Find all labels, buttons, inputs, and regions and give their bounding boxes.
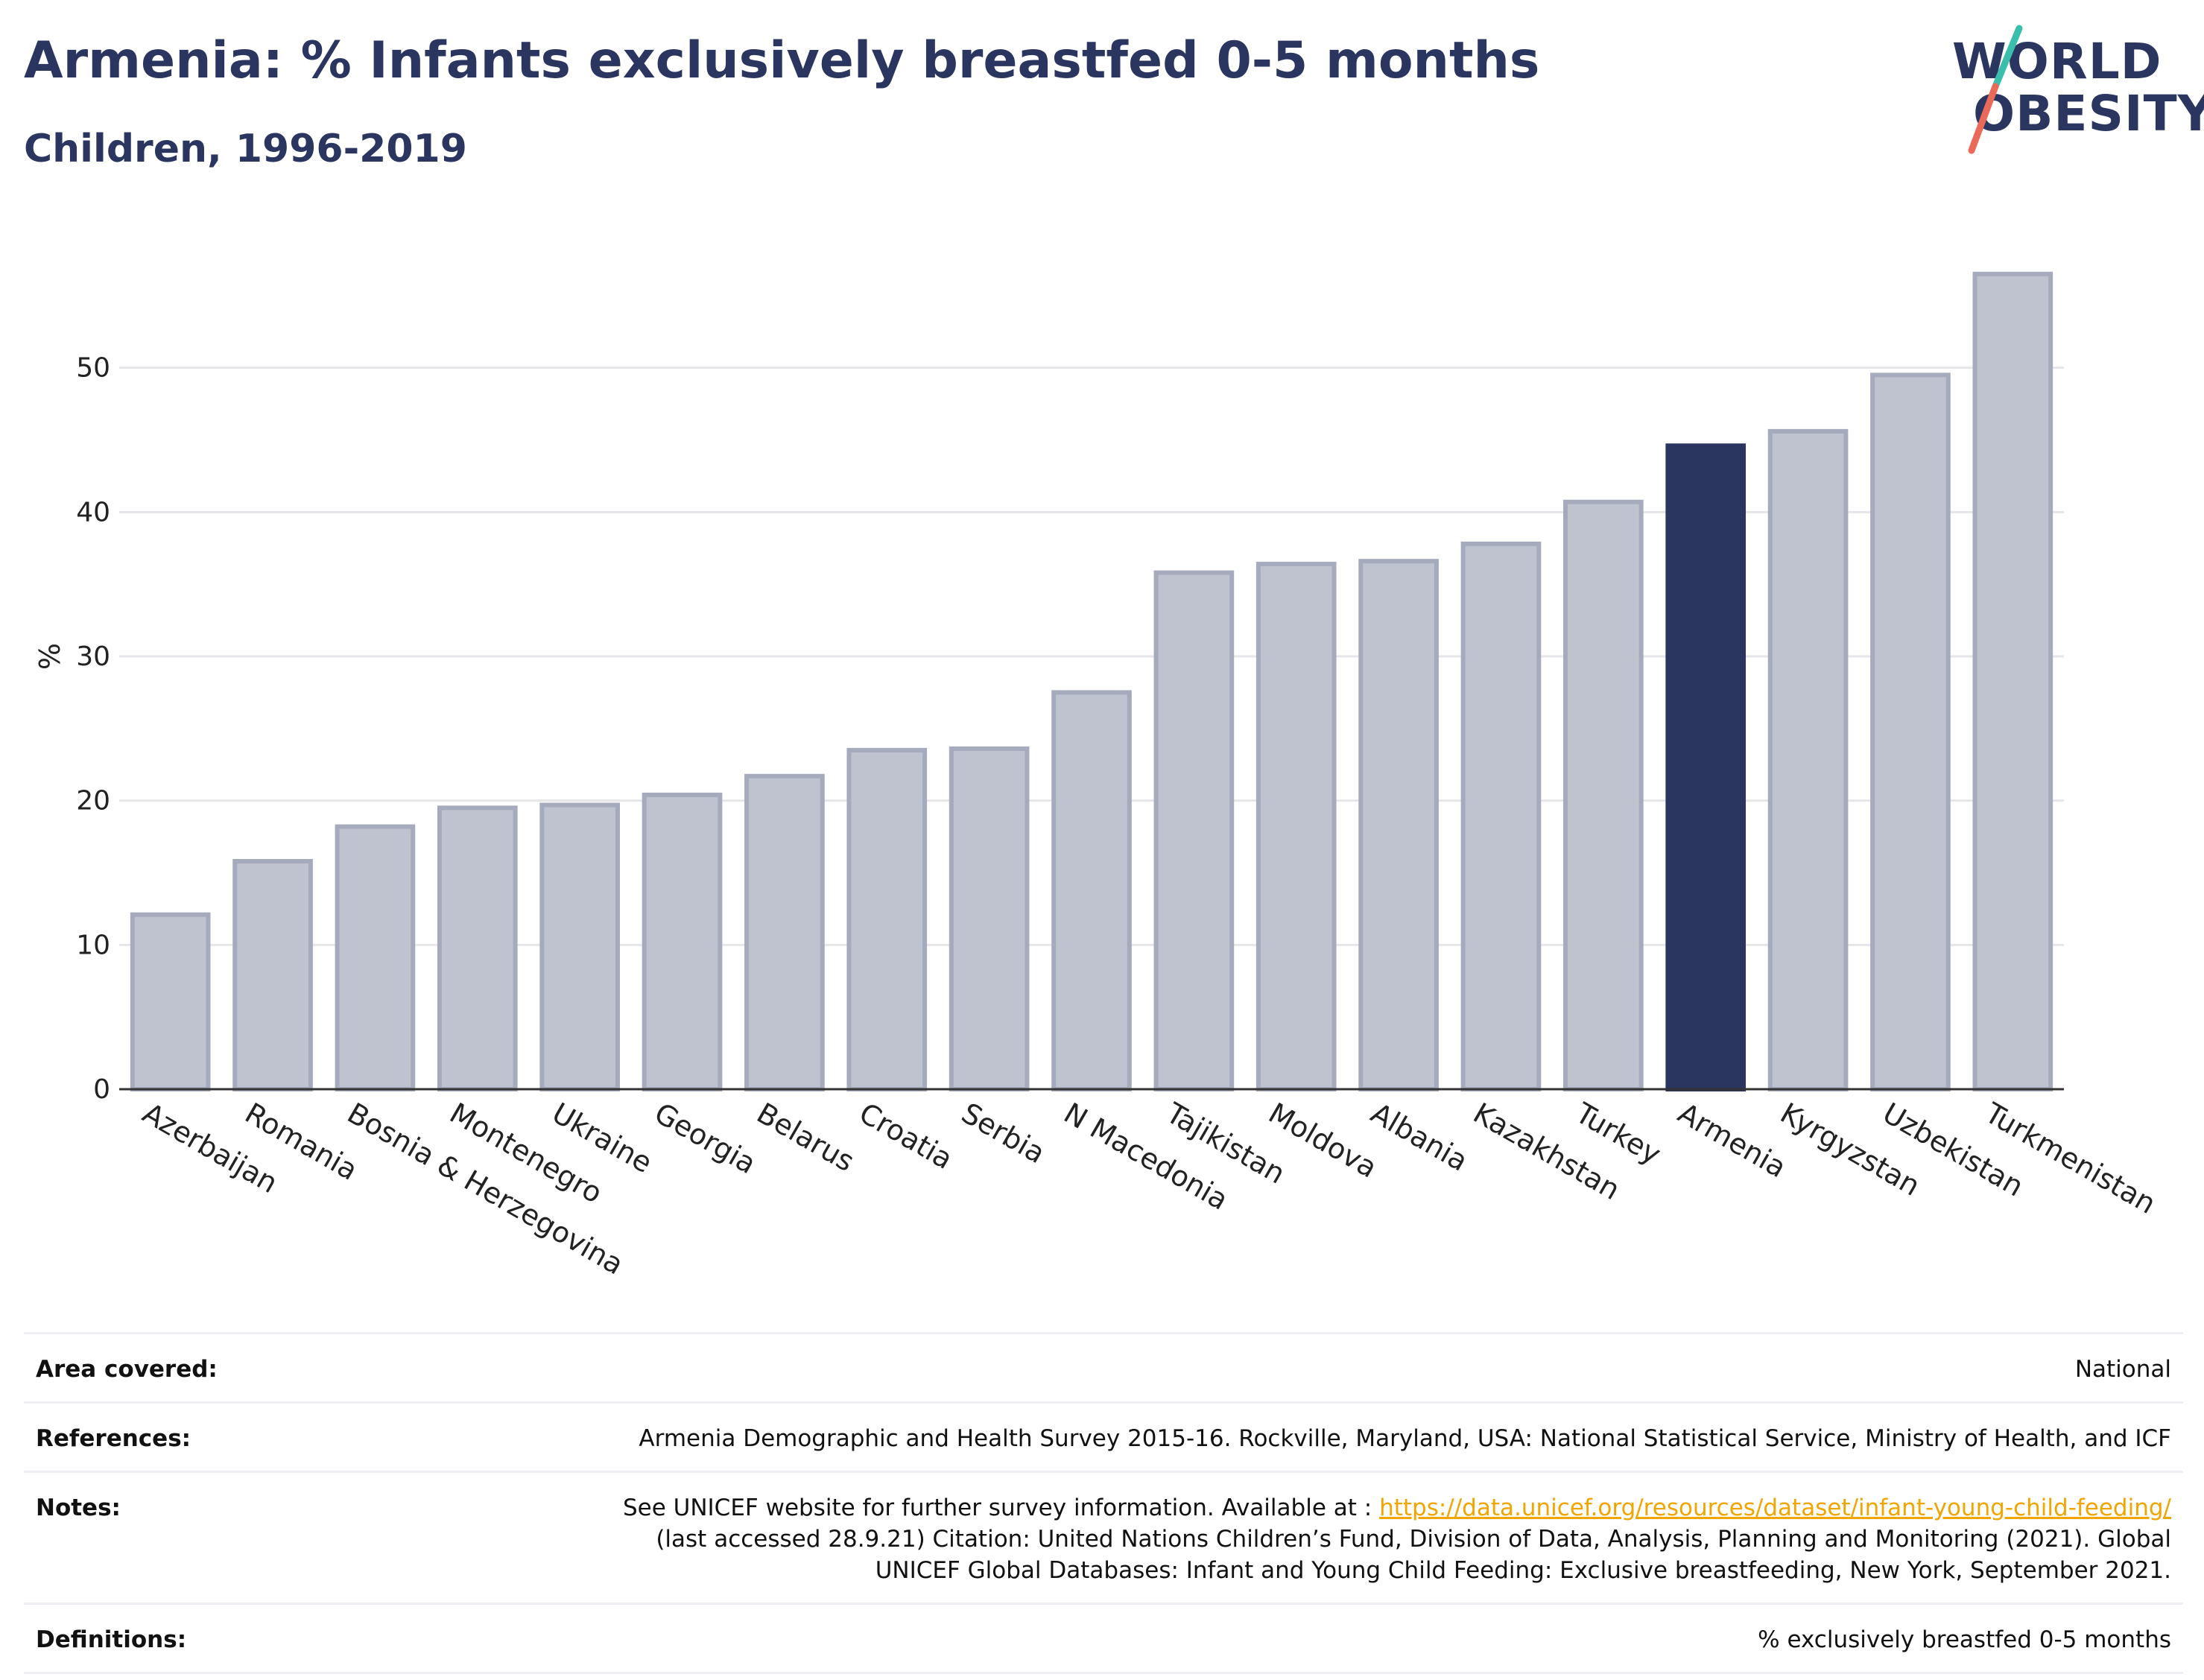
bar-belarus (744, 773, 825, 1091)
x-tick-label: Georgia (649, 1097, 761, 1181)
bar-romania (232, 859, 313, 1092)
logo-line-1: WORLD (1952, 33, 2162, 90)
x-tick-label: Belarus (751, 1097, 860, 1179)
bars (130, 271, 2053, 1092)
bar-albania (1358, 559, 1439, 1091)
notes-line-3: UNICEF Global Databases: Infant and Youn… (875, 1557, 2171, 1584)
info-row-definitions: Definitions: % exclusively breastfed 0-5… (24, 1603, 2183, 1674)
y-tick-label: 10 (76, 930, 110, 960)
bar-turkey (1563, 499, 1644, 1091)
info-row-references: References: Armenia Demographic and Heal… (24, 1401, 2183, 1471)
bar-azerbaijan (130, 912, 211, 1091)
x-tick-label: Armenia (1673, 1097, 1792, 1185)
references-value: Armenia Demographic and Health Survey 20… (639, 1425, 2171, 1452)
page-title: Armenia: % Infants exclusively breastfed… (24, 31, 1540, 90)
bar-kyrgyzstan (1767, 428, 1849, 1091)
x-tick-label: Serbia (956, 1097, 1051, 1170)
definitions-label: Definitions: (36, 1626, 187, 1653)
logo-slash-icon (1968, 25, 2023, 154)
bar-bosnia-herzegovina (335, 824, 416, 1091)
bar-turkmenistan (1972, 271, 2053, 1091)
bar-kazakhstan (1460, 541, 1542, 1091)
notes-label: Notes: (36, 1494, 121, 1521)
area-value: National (2074, 1356, 2171, 1383)
x-tick-label: Croatia (854, 1097, 958, 1176)
references-label: References: (36, 1425, 191, 1452)
bar-n-macedonia (1051, 690, 1132, 1091)
unicef-link[interactable]: https://data.unicef.org/resources/datase… (1379, 1494, 2171, 1521)
x-tick-label: Turkmenistan (1979, 1096, 2162, 1220)
bar-croatia (846, 747, 928, 1092)
bar-uzbekistan (1870, 373, 1951, 1092)
bar-moldova (1255, 562, 1337, 1091)
y-tick-label: 0 (93, 1074, 110, 1105)
y-tick-label: 20 (76, 786, 110, 817)
y-tick-label: 50 (76, 353, 110, 384)
info-row-area: Area covered: National (24, 1332, 2183, 1401)
bar-serbia (949, 746, 1030, 1091)
notes-value: See UNICEF website for further survey in… (623, 1492, 2171, 1586)
y-tick-label: 30 (76, 641, 110, 672)
notes-prefix: See UNICEF website for further survey in… (622, 1494, 1380, 1521)
bar-tajikistan (1153, 570, 1235, 1091)
notes-line-2: (last accessed 28.9.21) Citation: United… (656, 1526, 2171, 1553)
world-obesity-logo: WORLD OBESITY (1937, 22, 2204, 164)
y-axis-label: % (34, 643, 66, 670)
bar-armenia (1665, 443, 1747, 1091)
area-label: Area covered: (36, 1356, 218, 1383)
info-table: Area covered: National References: Armen… (24, 1332, 2183, 1674)
bar-ukraine (539, 802, 620, 1092)
page-subtitle: Children, 1996-2019 (24, 127, 467, 171)
bar-georgia (642, 792, 723, 1092)
definitions-value: % exclusively breastfed 0-5 months (1758, 1626, 2171, 1653)
info-row-notes: Notes: See UNICEF website for further su… (24, 1471, 2183, 1603)
y-tick-label: 40 (76, 497, 110, 527)
x-tick-label: Albania (1366, 1097, 1474, 1178)
bar-montenegro (437, 805, 518, 1091)
logo-line-2: OBESITY (1973, 85, 2204, 142)
